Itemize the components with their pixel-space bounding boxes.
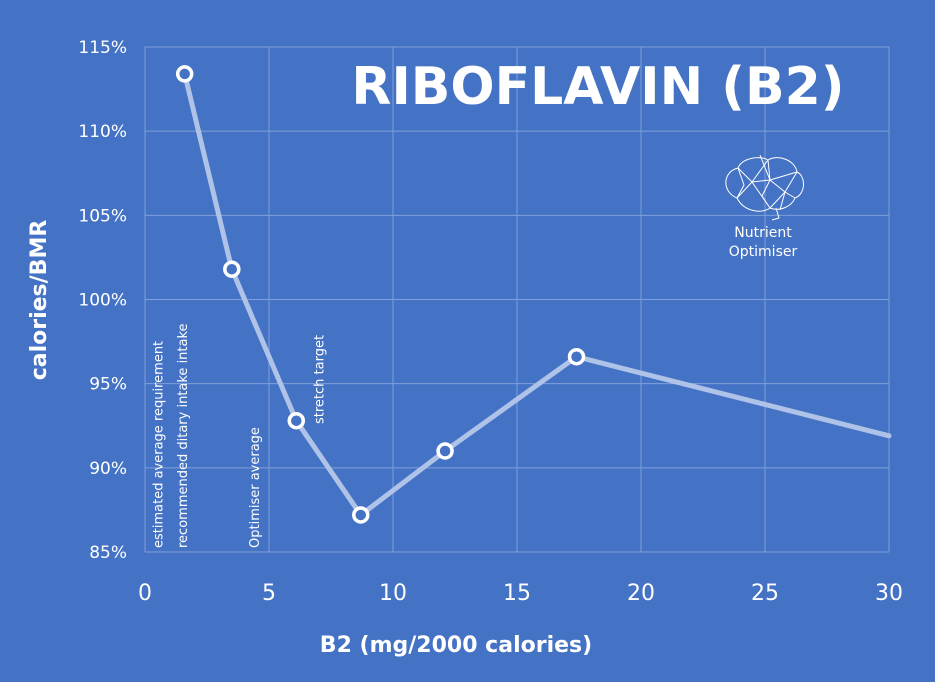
series-line [182, 71, 892, 518]
x-gridlines [144, 47, 890, 552]
nutrient-optimiser-logo: Nutrient Optimiser [725, 154, 804, 260]
chart-title: RIBOFLAVIN (B2) [351, 57, 844, 117]
x-tick-label: 30 [875, 581, 903, 606]
x-tick-label: 20 [627, 581, 655, 606]
y-tick-label: 95% [89, 375, 127, 395]
data-point [175, 65, 194, 83]
data-point [436, 442, 454, 460]
reference-label: estimated average requirement [151, 341, 166, 548]
x-tick-label: 15 [503, 581, 531, 606]
y-tick-label: 105% [78, 206, 127, 226]
x-tick-label: 25 [751, 581, 779, 606]
reference-label: recommended ditary intake intake [176, 323, 191, 548]
data-point [223, 260, 241, 278]
reference-label: Optimiser average [248, 427, 263, 548]
y-tick-label: 100% [78, 291, 127, 311]
x-tick-label: 0 [138, 581, 152, 606]
data-point [567, 347, 586, 366]
x-axis-title: B2 (mg/2000 calories) [320, 633, 592, 658]
data-points [175, 65, 586, 524]
y-axis-title: calories/BMR [27, 220, 52, 381]
y-tick-label: 110% [78, 122, 127, 142]
x-tick-labels: 0 5 10 15 20 25 30 [138, 581, 903, 606]
y-tick-label: 90% [89, 459, 127, 479]
logo-line-1: Nutrient [734, 225, 792, 241]
reference-labels: estimated average requirement recommended… [151, 323, 327, 548]
y-tick-label: 85% [89, 543, 127, 563]
brain-icon [725, 154, 804, 221]
y-tick-label: 115% [78, 38, 127, 58]
data-point [287, 411, 306, 430]
y-tick-labels: 85% 90% 95% 100% 105% 110% 115% [78, 38, 127, 563]
reference-label: stretch target [313, 335, 328, 424]
x-tick-label: 5 [262, 581, 276, 606]
logo-line-2: Optimiser [729, 244, 798, 260]
x-tick-label: 10 [379, 581, 407, 606]
data-point [352, 506, 370, 524]
